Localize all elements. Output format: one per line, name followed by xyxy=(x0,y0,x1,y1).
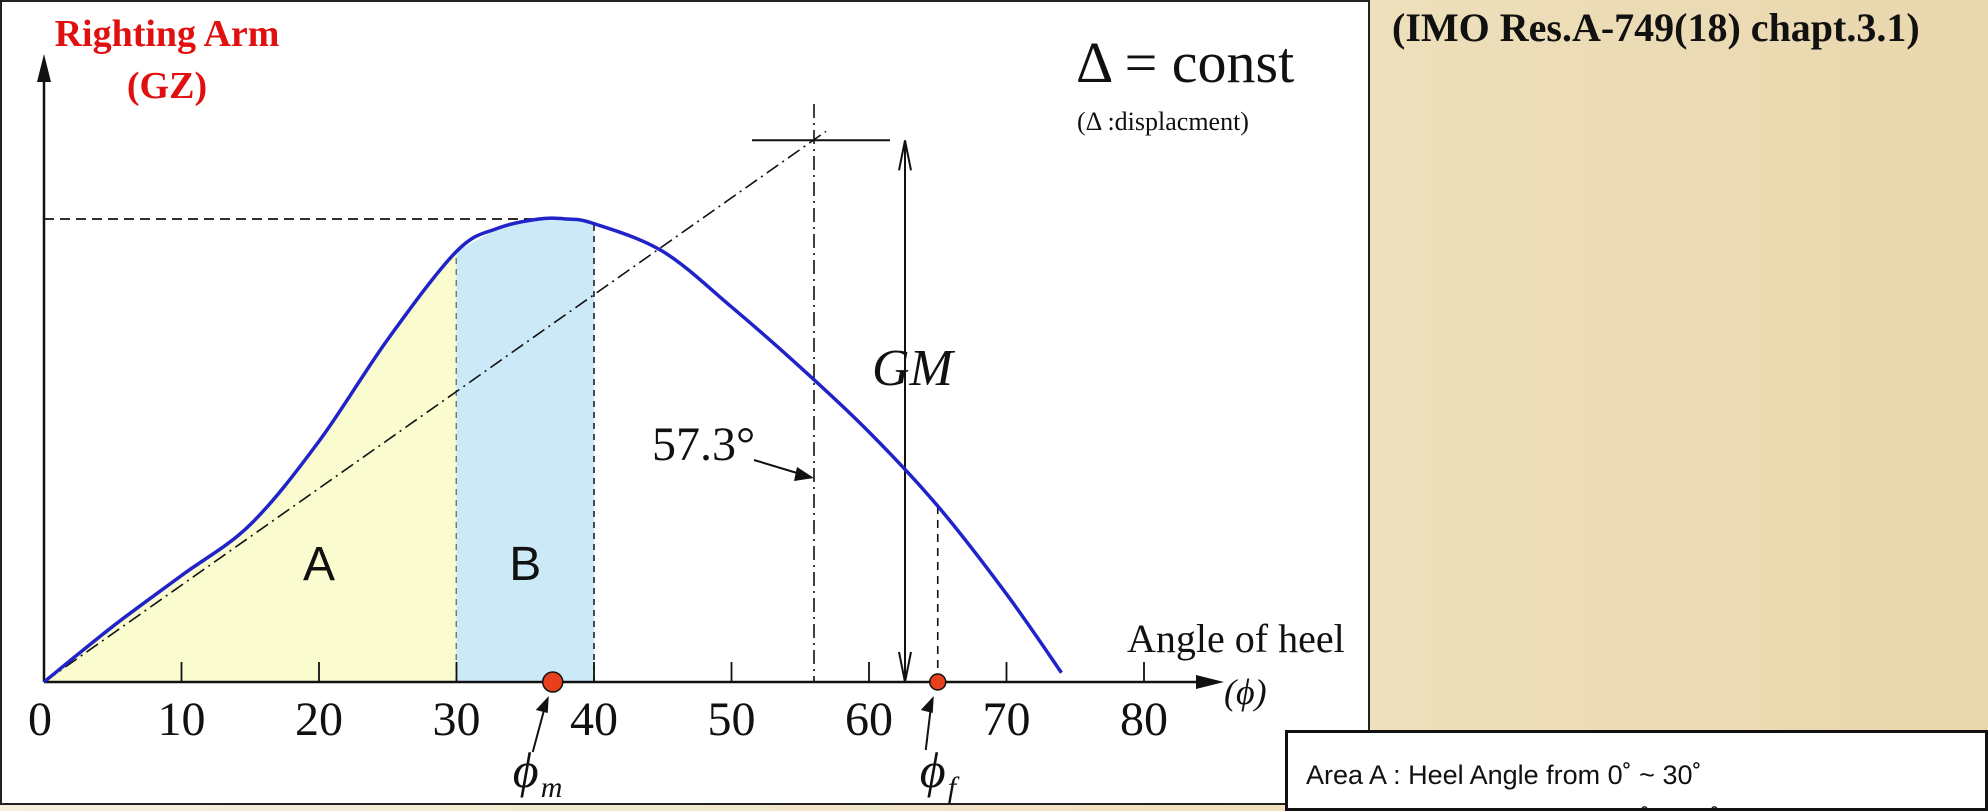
x-tick-label: 80 xyxy=(1120,693,1168,746)
marker-phi-f xyxy=(929,673,947,691)
radian-pointer-head xyxy=(794,467,814,481)
x-tick-label: 40 xyxy=(570,693,618,746)
marker-subscript-f: f xyxy=(948,771,960,804)
marker-phi-m xyxy=(542,671,564,693)
radian-label: 57.3° xyxy=(652,418,755,471)
x-tick-label: 10 xyxy=(158,693,206,746)
legend-area-a: Area A : Heel Angle from 0˚ ~ 30˚ xyxy=(1306,760,1702,790)
x-tick-label: 70 xyxy=(983,693,1031,746)
y-axis-arrow xyxy=(37,54,51,82)
x-tick-label: 60 xyxy=(845,693,893,746)
gm-arrow-top xyxy=(898,140,912,171)
displacement-note: (Δ :displacment) xyxy=(1077,107,1249,136)
marker-label-phi-f: ϕ xyxy=(920,742,946,798)
displacement-const: Δ = const xyxy=(1076,30,1294,95)
x-axis-title: Angle of heel xyxy=(1127,616,1345,661)
x-tick-label: 0 xyxy=(28,693,52,746)
marker-label-phi-m: ϕ xyxy=(513,742,539,798)
x-axis-symbol: (ϕ) xyxy=(1224,672,1267,712)
initial-gm-tangent xyxy=(43,130,827,683)
marker-subscript-m: m xyxy=(541,771,563,804)
area-legend-box: Area A : Heel Angle from 0˚ ~ 30˚ Area B… xyxy=(1285,730,1988,811)
y-axis-title-line1: Righting Arm xyxy=(55,13,280,55)
marker-pointer-head-f xyxy=(920,696,934,713)
area-b xyxy=(456,219,594,682)
gm-arrow-bottom xyxy=(898,651,912,683)
gm-label: GM xyxy=(872,340,956,397)
area-label-b: B xyxy=(509,538,541,591)
imo-reference-title: (IMO Res.A-749(18) chapt.3.1) xyxy=(1392,5,1920,50)
marker-pointer-head-m xyxy=(535,696,549,713)
x-axis-arrow xyxy=(1196,675,1224,689)
x-tick-label: 50 xyxy=(708,693,756,746)
chart-panel: A B 0 10 20 30 40 50 60 70 80 GM 57.3° ϕ m ϕ f Righting A… xyxy=(0,0,1370,805)
area-label-a: A xyxy=(303,538,335,591)
x-tick-label: 20 xyxy=(295,693,343,746)
x-tick-label: 30 xyxy=(433,693,481,746)
gz-curve xyxy=(42,216,1063,684)
area-a xyxy=(44,251,457,682)
legend-area-b: Area B : Heel Angle from 30˚ ~ 40˚ xyxy=(1306,797,1985,808)
y-axis-title-line2: (GZ) xyxy=(127,65,207,107)
